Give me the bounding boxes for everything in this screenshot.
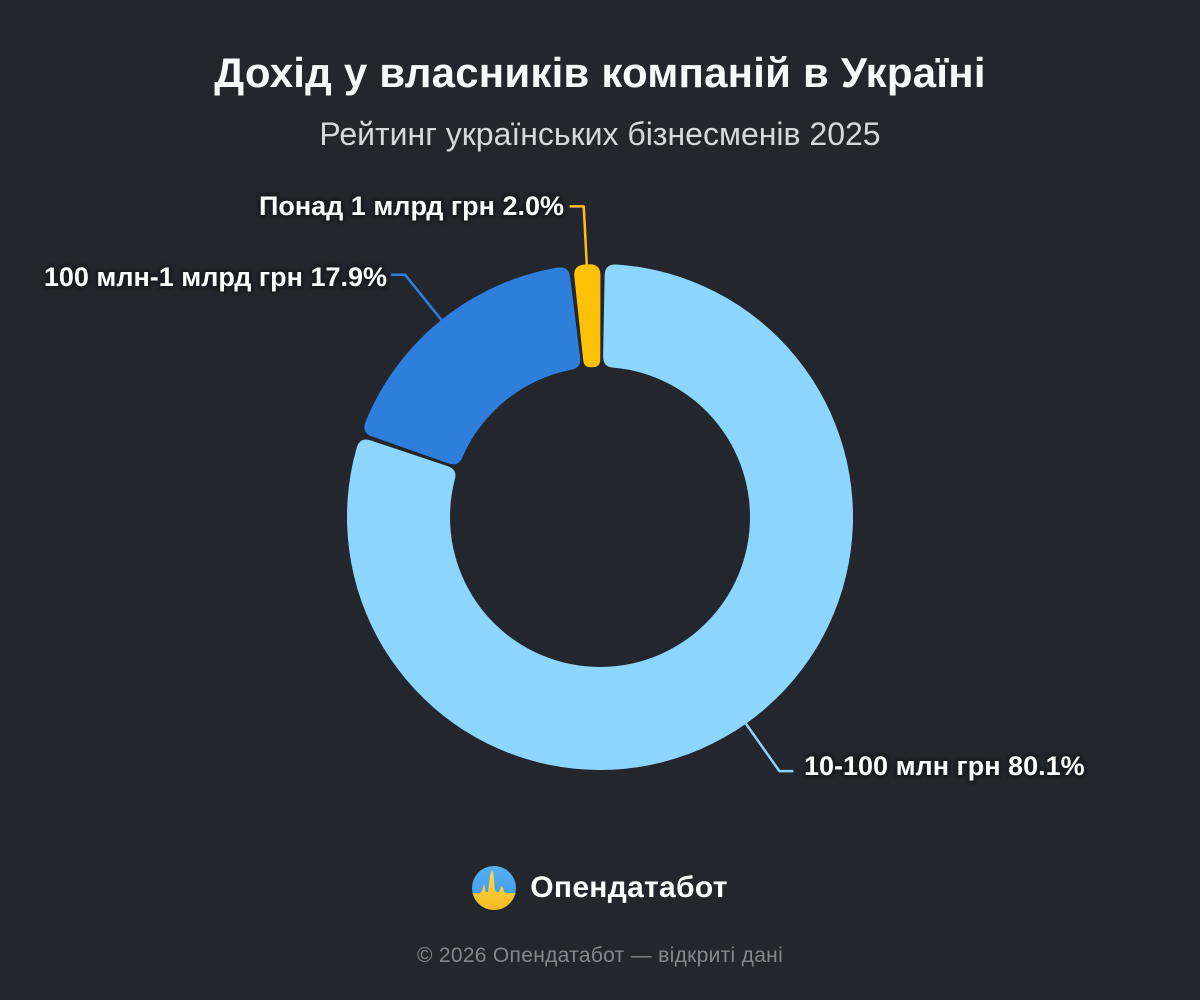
- page-subtitle: Рейтинг українських бізнесменів 2025: [319, 116, 881, 153]
- donut-slice-1: [364, 267, 581, 465]
- opendatabot-pulse-icon: [472, 866, 517, 910]
- leader-line-1: [391, 273, 446, 325]
- copyright-text: © 2026 Опендатабот — відкриті дані: [416, 944, 784, 967]
- brand-logo: Опендатабот: [0, 866, 1200, 910]
- brand-name: Опендатабот: [530, 871, 728, 904]
- slice-label-10-100mln: 10-100 млн грн 80.1%: [804, 751, 1085, 781]
- header: Дохід у власників компаній в Україні Рей…: [0, 0, 1200, 153]
- leader-line-0: [742, 718, 794, 773]
- donut-slice-2: [574, 264, 601, 368]
- slice-label-over-1-bln: Понад 1 млрд грн 2.0%: [258, 191, 564, 221]
- page-title: Дохід у власників компаній в Україні: [214, 49, 986, 96]
- slice-label-100mln-1bln: 100 млн-1 млрд грн 17.9%: [43, 262, 387, 292]
- leader-line-2: [569, 205, 589, 270]
- donut-slice-0: [347, 264, 854, 771]
